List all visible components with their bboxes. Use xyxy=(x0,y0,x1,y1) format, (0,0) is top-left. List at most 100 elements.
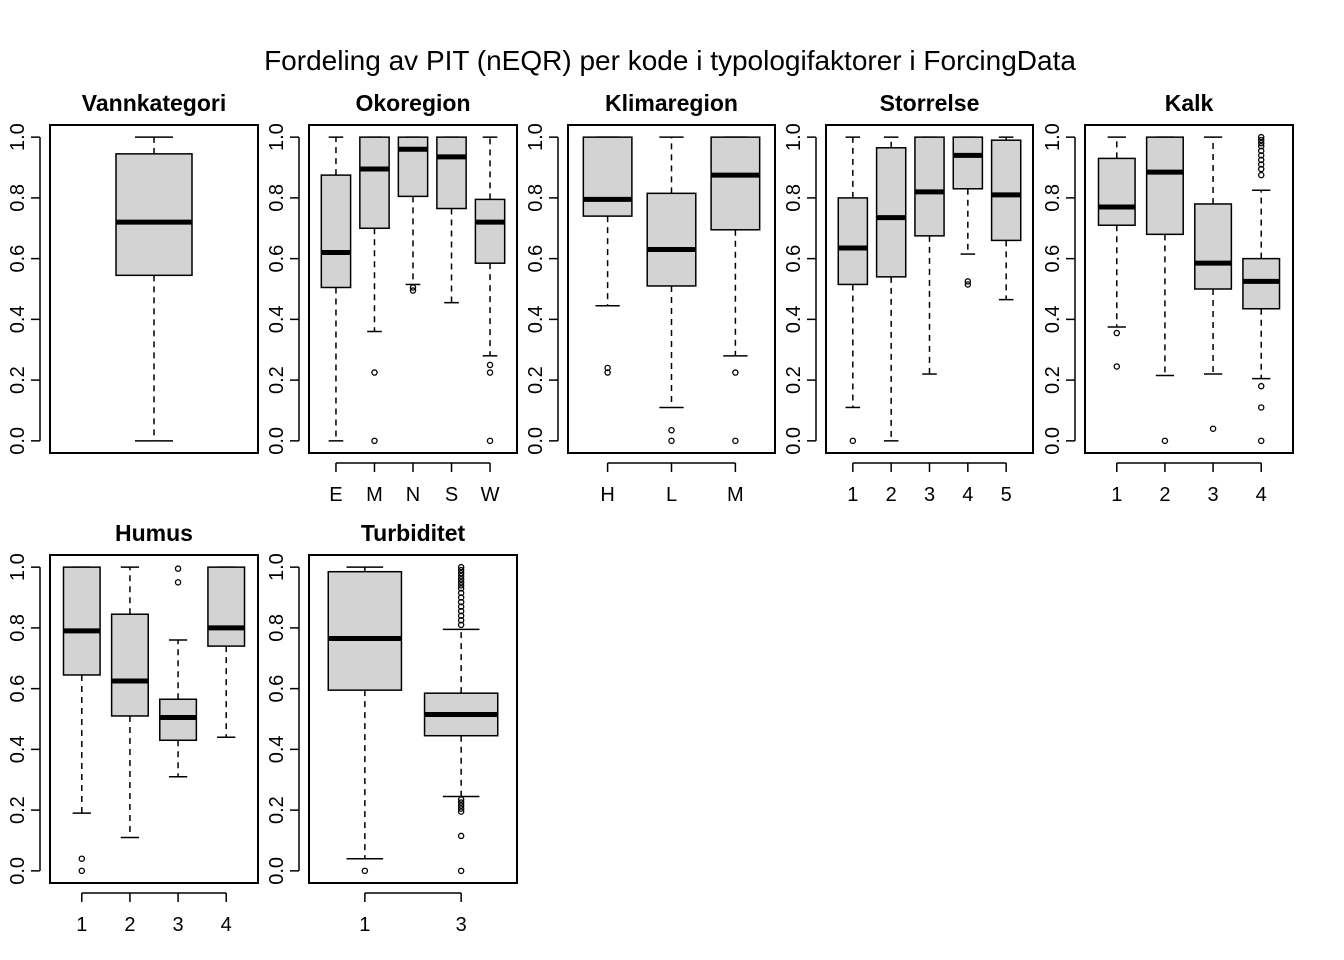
iqr-box xyxy=(397,136,429,198)
panel-frame xyxy=(49,124,259,454)
panel-humus: Humus 0.0 0.2 0.4 0.6 0.8 1.0 1 2 3 4 xyxy=(7,520,259,936)
y-tick-label: 0.6 xyxy=(7,245,29,273)
outlier-point xyxy=(486,369,494,376)
panel-okoregion: Okoregion 0.0 0.2 0.4 0.6 0.8 1.0 E M N S W xyxy=(266,90,518,506)
box-E xyxy=(320,136,352,442)
y-tick-label: 0.6 xyxy=(7,675,29,703)
x-tick-label: 2 xyxy=(1159,484,1170,506)
x-tick-label: H xyxy=(600,484,614,506)
box-3 xyxy=(1194,136,1233,432)
x-tick-label: 1 xyxy=(1111,484,1122,506)
outlier-point xyxy=(1209,425,1217,432)
y-tick-label: 0.8 xyxy=(7,184,29,212)
y-tick-label: 1.0 xyxy=(266,123,288,151)
outlier-point xyxy=(457,802,465,809)
iqr-box xyxy=(436,136,467,210)
x-tick-label: 1 xyxy=(359,914,370,936)
outlier-point xyxy=(457,796,465,803)
y-tick-label: 0.4 xyxy=(266,735,288,763)
outlier-point xyxy=(1113,329,1121,337)
outlier-point xyxy=(849,437,857,445)
panel-vannkategori: Vannkategori 0.0 0.2 0.4 0.6 0.8 1.0 xyxy=(7,90,259,455)
y-tick-label: 0.2 xyxy=(783,366,805,394)
outlier-point xyxy=(668,426,675,434)
box-4 xyxy=(1242,133,1281,445)
panel-title: Kalk xyxy=(1165,90,1214,116)
y-tick-label: 1.0 xyxy=(266,553,288,581)
y-tick-label: 0.4 xyxy=(783,305,805,333)
y-tick-label: 0.6 xyxy=(525,245,547,273)
x-tick-label: 4 xyxy=(221,914,232,936)
y-tick-label: 0.2 xyxy=(266,796,288,824)
iqr-box xyxy=(952,136,984,190)
y-tick-label: 0.0 xyxy=(7,857,29,885)
outlier-point xyxy=(1257,171,1265,179)
outlier-point xyxy=(1161,437,1169,445)
y-tick-label: 0.4 xyxy=(1042,305,1064,333)
x-tick-label: M xyxy=(366,484,383,506)
panel-kalk: Kalk 0.0 0.2 0.4 0.6 0.8 1.0 1 2 3 4 xyxy=(1042,90,1294,506)
box-2 xyxy=(110,566,149,839)
x-tick-label: W xyxy=(481,484,500,506)
y-tick-label: 1.0 xyxy=(783,123,805,151)
box-M xyxy=(710,136,761,445)
y-tick-label: 0.0 xyxy=(525,427,547,455)
y-tick-label: 0.6 xyxy=(266,675,288,703)
box-M xyxy=(359,136,390,445)
outlier-point xyxy=(409,284,417,291)
outlier-point xyxy=(457,808,465,815)
iqr-box xyxy=(837,197,869,286)
outlier-point xyxy=(457,563,465,571)
iqr-box xyxy=(115,153,193,277)
box-5 xyxy=(990,136,1022,301)
y-tick-label: 0.2 xyxy=(525,366,547,394)
outlier-point xyxy=(78,855,86,862)
x-tick-label: 5 xyxy=(1001,484,1012,506)
box-1 xyxy=(1097,136,1136,370)
x-tick-label: 3 xyxy=(456,914,467,936)
iqr-box xyxy=(110,613,149,717)
box-2 xyxy=(1145,136,1184,445)
y-tick-label: 1.0 xyxy=(7,123,29,151)
outlier-point xyxy=(1257,404,1265,411)
y-tick-label: 0.2 xyxy=(1042,366,1064,394)
outlier-point xyxy=(486,361,494,369)
y-tick-label: 1.0 xyxy=(525,123,547,151)
x-tick-label: 1 xyxy=(76,914,87,936)
outlier-point xyxy=(457,576,465,583)
box-1 xyxy=(62,566,101,875)
outlier-point xyxy=(361,867,369,875)
outlier-point xyxy=(964,278,972,285)
panel-turbiditet: Turbiditet 0.0 0.2 0.4 0.6 0.8 1.0 1 3 xyxy=(266,520,518,936)
y-tick-label: 0.8 xyxy=(1042,184,1064,212)
y-tick-label: 0.8 xyxy=(266,184,288,212)
panel-title: Klimaregion xyxy=(605,90,738,116)
panel-frame xyxy=(308,554,518,884)
outlier-point xyxy=(1257,165,1265,173)
outlier-point xyxy=(457,582,465,589)
x-tick-label: M xyxy=(727,484,744,506)
panel-frame xyxy=(49,554,259,884)
box-3 xyxy=(423,563,499,875)
iqr-box xyxy=(646,192,697,287)
outlier-point xyxy=(457,799,465,806)
y-tick-label: 1.0 xyxy=(1042,123,1064,151)
y-tick-label: 1.0 xyxy=(7,553,29,581)
panels-group: Vannkategori 0.0 0.2 0.4 0.6 0.8 1.0 Okoregion 0… xyxy=(7,90,1294,936)
panel-frame xyxy=(1084,124,1294,454)
outlier-point xyxy=(174,565,182,572)
outlier-point xyxy=(1113,363,1121,370)
outlier-point xyxy=(78,867,86,875)
iqr-box xyxy=(710,136,761,231)
box-1 xyxy=(327,566,403,875)
x-tick-label: 3 xyxy=(173,914,184,936)
iqr-box xyxy=(1194,203,1233,290)
iqr-box xyxy=(1145,136,1184,236)
x-tick-label: L xyxy=(666,484,677,506)
y-tick-label: 0.8 xyxy=(783,184,805,212)
y-tick-label: 0.4 xyxy=(266,305,288,333)
y-tick-label: 0.2 xyxy=(266,366,288,394)
box-4 xyxy=(207,566,246,738)
